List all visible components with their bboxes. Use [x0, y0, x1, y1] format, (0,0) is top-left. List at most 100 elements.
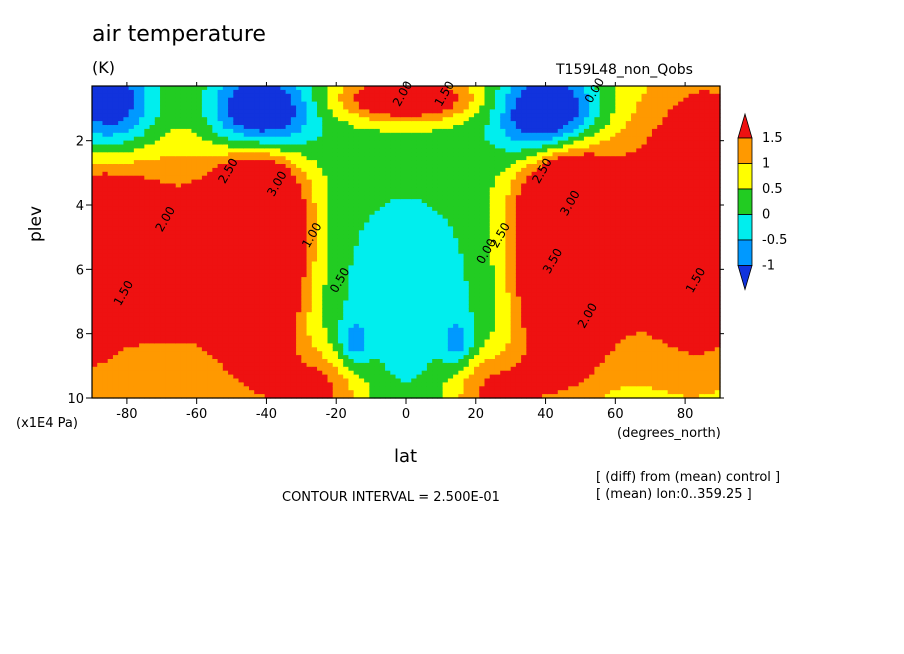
- field-cell: [139, 292, 145, 298]
- field-cell: [196, 214, 203, 220]
- field-cell: [102, 327, 109, 333]
- field-cell: [238, 132, 245, 138]
- field-cell: [128, 160, 135, 165]
- field-cell: [322, 175, 329, 181]
- field-cell: [238, 160, 245, 165]
- field-cell: [301, 253, 308, 259]
- field-cell: [92, 335, 98, 341]
- field-cell: [154, 312, 161, 317]
- field-cell: [280, 218, 287, 224]
- field-cell: [379, 93, 386, 99]
- field-cell: [254, 210, 261, 216]
- field-cell: [280, 327, 287, 333]
- field-cell: [97, 347, 104, 352]
- field-cell: [275, 125, 281, 130]
- field-cell: [259, 316, 266, 321]
- field-cell: [222, 222, 229, 227]
- field-cell: [228, 156, 234, 161]
- field-cell: [296, 203, 302, 208]
- field-cell: [327, 320, 334, 325]
- field-cell: [411, 113, 418, 118]
- field-cell: [243, 93, 250, 99]
- field-cell: [165, 242, 172, 247]
- field-cell: [353, 284, 360, 290]
- field-cell: [186, 128, 193, 134]
- field-cell: [228, 390, 234, 395]
- field-cell: [160, 171, 166, 177]
- field-cell: [102, 242, 109, 247]
- field-cell: [280, 323, 287, 329]
- field-cell: [374, 300, 381, 305]
- field-cell: [395, 175, 402, 181]
- field-cell: [102, 105, 109, 110]
- field-cell: [275, 284, 281, 290]
- field-cell: [112, 175, 119, 181]
- field-cell: [275, 245, 281, 251]
- field-cell: [395, 214, 402, 220]
- field-cell: [97, 359, 104, 364]
- field-cell: [112, 101, 119, 107]
- field-cell: [207, 230, 213, 235]
- field-cell: [317, 355, 323, 360]
- field-cell: [128, 323, 135, 329]
- field-cell: [170, 245, 177, 251]
- field-cell: [144, 136, 151, 142]
- field-cell: [358, 304, 365, 309]
- field-cell: [264, 97, 271, 103]
- field-cell: [160, 203, 166, 208]
- field-cell: [201, 203, 208, 208]
- field-cell: [317, 390, 323, 395]
- field-cell: [385, 269, 391, 274]
- field-cell: [416, 136, 423, 142]
- field-cell: [123, 288, 130, 294]
- field-cell: [118, 331, 124, 337]
- field-cell: [348, 203, 355, 208]
- field-cell: [390, 288, 397, 294]
- field-cell: [385, 218, 391, 224]
- field-cell: [133, 253, 140, 259]
- field-cell: [275, 273, 281, 278]
- field-cell: [228, 362, 234, 368]
- field-cell: [348, 273, 355, 278]
- field-cell: [390, 277, 397, 282]
- field-cell: [186, 210, 193, 216]
- field-cell: [139, 300, 145, 305]
- field-cell: [233, 359, 240, 364]
- field-cell: [348, 257, 355, 263]
- field-cell: [358, 164, 365, 169]
- field-cell: [337, 362, 344, 368]
- field-cell: [395, 136, 402, 142]
- field-cell: [165, 284, 172, 290]
- field-cell: [139, 312, 145, 317]
- field-cell: [228, 144, 234, 149]
- field-cell: [212, 374, 219, 380]
- field-cell: [290, 284, 297, 290]
- field-cell: [364, 125, 370, 130]
- field-cell: [385, 359, 391, 364]
- field-cell: [400, 335, 407, 341]
- field-cell: [385, 327, 391, 333]
- field-cell: [118, 199, 124, 204]
- field-cell: [374, 140, 381, 146]
- field-cell: [170, 113, 177, 118]
- field-cell: [296, 164, 302, 169]
- field-cell: [348, 312, 355, 317]
- field-cell: [364, 101, 370, 107]
- field-cell: [233, 331, 240, 337]
- field-cell: [416, 191, 423, 196]
- field-cell: [249, 238, 255, 243]
- field-cell: [196, 97, 203, 103]
- field-cell: [212, 148, 219, 153]
- field-cell: [154, 218, 161, 224]
- field-cell: [238, 343, 245, 348]
- field-cell: [395, 203, 402, 208]
- field-cell: [400, 269, 407, 274]
- field-cell: [311, 203, 318, 208]
- field-cell: [175, 101, 182, 107]
- field-cell: [254, 132, 261, 138]
- field-cell: [112, 366, 119, 372]
- field-cell: [264, 195, 271, 200]
- field-cell: [311, 323, 318, 329]
- field-cell: [112, 296, 119, 302]
- field-cell: [238, 292, 245, 298]
